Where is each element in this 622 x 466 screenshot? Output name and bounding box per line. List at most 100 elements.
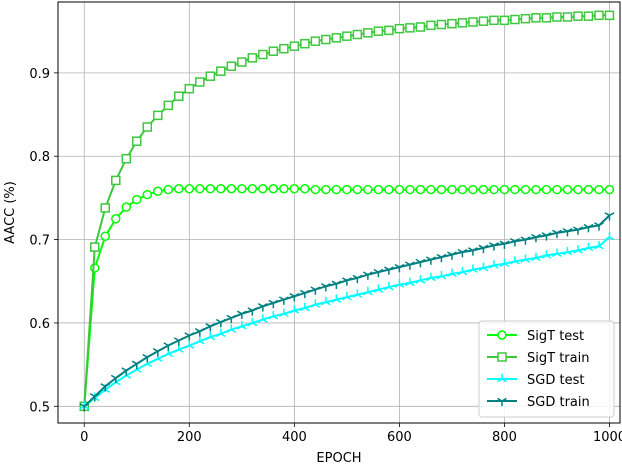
data-point <box>426 184 436 195</box>
marker-arm <box>199 328 205 332</box>
marker-arm <box>289 293 295 297</box>
marker-arm <box>399 263 405 268</box>
data-point <box>497 397 507 407</box>
data-point <box>604 184 615 195</box>
marker-arm <box>89 393 96 397</box>
marker-arm <box>514 260 520 265</box>
marker-arm <box>205 336 211 341</box>
series-1 <box>79 10 615 412</box>
data-point <box>132 136 142 146</box>
marker-arm <box>79 403 85 407</box>
marker-arm <box>451 251 457 256</box>
data-point <box>447 18 457 29</box>
marker-arm <box>314 286 321 291</box>
data-point <box>373 26 384 36</box>
marker-arm <box>209 323 216 327</box>
marker-arm <box>184 344 190 349</box>
marker-arm <box>167 353 174 358</box>
marker-arm <box>501 378 507 383</box>
data-point <box>497 330 507 340</box>
data-point <box>174 91 184 101</box>
data-point <box>520 254 531 263</box>
data-point <box>152 348 163 357</box>
marker-arm <box>457 271 463 276</box>
data-point <box>331 280 342 289</box>
marker-arm <box>489 264 495 269</box>
marker-arm <box>173 337 180 342</box>
marker-arm <box>373 268 379 273</box>
data-point <box>194 328 205 337</box>
marker-arm <box>426 256 432 261</box>
marker-arm <box>451 273 457 278</box>
data-point <box>415 184 426 195</box>
marker-arm <box>278 296 285 301</box>
y-tick-label: 0.5 <box>29 400 50 415</box>
marker-arm <box>573 249 579 254</box>
data-point <box>447 184 457 195</box>
marker-arm <box>83 403 90 407</box>
data-point <box>457 248 468 258</box>
marker-arm <box>483 244 489 249</box>
marker-arm <box>604 236 610 241</box>
data-point <box>237 183 247 194</box>
data-point <box>478 16 489 26</box>
legend-label: SGD train <box>527 395 590 410</box>
marker-arm <box>104 383 111 387</box>
marker-arm <box>462 248 468 253</box>
marker-arm <box>468 268 474 273</box>
data-point <box>310 286 321 295</box>
marker-arm <box>215 333 222 338</box>
marker-arm <box>125 374 132 379</box>
marker-arm <box>136 368 142 373</box>
data-point <box>226 324 237 333</box>
marker-arm <box>131 360 138 365</box>
marker-arm <box>251 307 258 312</box>
data-point <box>321 184 331 195</box>
x-axis-label: EPOCH <box>316 451 361 466</box>
data-point <box>289 293 300 302</box>
marker-arm <box>501 397 507 402</box>
data-point <box>215 328 226 338</box>
data-point <box>478 244 489 254</box>
marker-arm <box>383 286 390 291</box>
marker-arm <box>320 283 327 287</box>
marker-arm <box>430 277 436 282</box>
marker-arm <box>609 212 615 217</box>
marker-arm <box>441 253 447 258</box>
data-point <box>79 403 90 412</box>
marker-arm <box>462 271 468 276</box>
marker-arm <box>331 298 337 303</box>
data-point <box>247 317 258 327</box>
data-point <box>497 352 507 362</box>
marker-arm <box>320 301 327 306</box>
data-point <box>531 13 541 23</box>
data-point <box>499 258 510 268</box>
marker-arm <box>341 277 348 282</box>
marker-arm <box>409 282 415 287</box>
marker-arm <box>163 353 169 358</box>
data-point <box>604 231 615 241</box>
marker-arm <box>230 328 237 333</box>
marker-arm <box>531 257 537 262</box>
marker-arm <box>178 348 184 353</box>
data-point <box>541 184 552 195</box>
data-point <box>583 242 594 252</box>
data-point <box>278 296 289 305</box>
data-point <box>153 110 163 121</box>
data-point <box>384 25 394 36</box>
data-point <box>111 214 121 224</box>
data-point <box>583 11 594 21</box>
marker-arm <box>499 240 505 245</box>
data-point <box>174 183 184 194</box>
marker-arm <box>525 258 531 263</box>
data-point <box>131 360 142 370</box>
data-point <box>594 241 604 250</box>
data-point <box>373 184 384 195</box>
data-point <box>415 275 426 284</box>
marker-arm <box>314 303 321 308</box>
data-point <box>573 245 583 254</box>
data-point <box>226 61 237 71</box>
marker-arm <box>399 283 405 288</box>
x-tick-label: 0 <box>80 430 88 445</box>
data-point <box>331 184 342 195</box>
